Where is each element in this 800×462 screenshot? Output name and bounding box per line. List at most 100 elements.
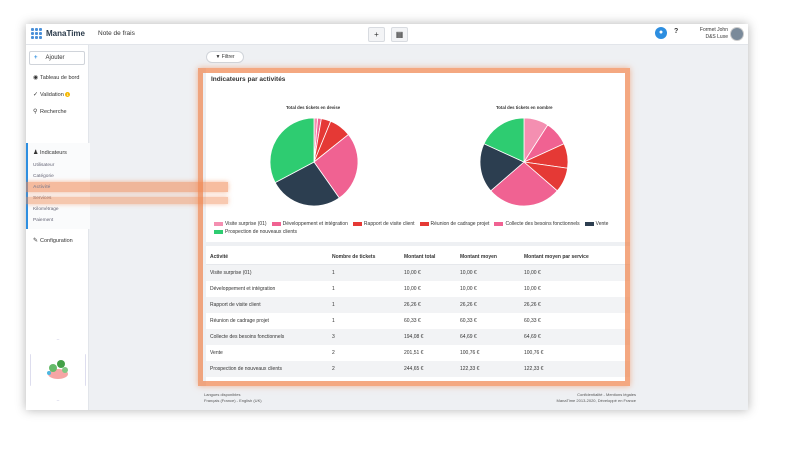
sidebar-item-validation[interactable]: ✓ Validation 1 — [33, 92, 71, 98]
user-company: D&S Luxe — [705, 34, 728, 40]
sidebar: + Ajouter ◉ Tableau de bord ✓ Validation 1 … — [26, 45, 90, 410]
legend-swatch — [584, 221, 594, 226]
plant-hand-icon — [47, 360, 68, 379]
table-cell: 3 — [328, 329, 400, 345]
col-activite[interactable]: Activité — [206, 250, 328, 265]
table-header-row: Activité Nombre de tickets Montant total… — [206, 250, 630, 265]
sidebar-item-dashboard[interactable]: ◉ Tableau de bord — [33, 75, 80, 81]
pie-slice[interactable] — [490, 161, 558, 207]
subitem-services[interactable]: Services — [33, 196, 52, 201]
apps-grid-icon[interactable] — [31, 28, 42, 39]
subitem-kilometrage[interactable]: Kilométrage — [33, 207, 59, 212]
col-montant-moyen[interactable]: Montant moyen — [456, 250, 520, 265]
table-cell: 2 — [332, 350, 335, 356]
col-montant-moyen-service[interactable]: Montant moyen par service — [520, 250, 630, 265]
search-icon: ⚲ — [33, 109, 38, 115]
chart2-title: Total des tickets en nombre — [496, 105, 553, 110]
table-cell: Visite surprise (01) — [206, 264, 328, 281]
subitem-paiement[interactable]: Paiement — [33, 218, 54, 223]
footer-languages-title: Langues disponibles — [204, 392, 241, 397]
footer-languages-list[interactable]: Français (France) - English (UK) — [204, 398, 262, 403]
indicators-panel: Indicateurs par activités Total des tick… — [206, 68, 630, 386]
legend-swatch — [214, 229, 223, 234]
table-cell: 122,33 € — [520, 361, 630, 377]
legend-label: Visite surprise (01) — [225, 221, 267, 227]
table-cell: 1 — [328, 264, 400, 281]
sidebar-item-configuration[interactable]: ✎ Configuration — [33, 238, 73, 244]
table-cell: 10,00 € — [524, 286, 541, 292]
subitem-categorie[interactable]: Catégorie — [33, 174, 54, 179]
filter-icon: ▼ — [215, 54, 222, 60]
table-row[interactable]: Vente 2 201,51 € 100,76 € 100,76 € — [206, 345, 630, 361]
legend-label: Développement et intégration — [282, 221, 348, 227]
palette-icon: ◉ — [33, 75, 39, 81]
table-cell: 244,65 € — [400, 361, 456, 377]
legend-swatch — [214, 221, 223, 226]
table-row[interactable]: Visite surprise (01) 1 10,00 €10,00 €10,00… — [206, 264, 630, 281]
legend-swatch — [494, 221, 504, 226]
pie-slice[interactable] — [313, 133, 359, 199]
legend-swatch — [419, 221, 429, 226]
top-bar: ManaTime Note de frais + ▦ ● ? Formet Jo… — [26, 24, 748, 45]
pie-slice[interactable] — [274, 161, 340, 207]
avatar[interactable] — [730, 27, 744, 41]
wrench-icon: ✎ — [33, 238, 39, 244]
divider — [206, 242, 630, 246]
table-cell: 26,26 € — [456, 297, 520, 313]
legend-label: Vente — [595, 221, 609, 227]
add-button[interactable]: + Ajouter — [29, 51, 85, 65]
table-cell: 64,69 € — [456, 329, 520, 345]
sidebar-item-indicators[interactable]: ♟ Indicateurs — [33, 150, 67, 156]
table-cell: Développement et intégration — [210, 286, 276, 292]
legend-item[interactable]: Rapport de visite client — [352, 220, 415, 228]
illustration-logo — [30, 339, 86, 401]
subitem-utilisateur[interactable]: Utilisateur — [33, 163, 55, 168]
table-cell: 26,26 € — [400, 297, 456, 313]
table-row[interactable]: Réunion de cadrage projet 1 60,33 € 60,33 €… — [206, 313, 630, 329]
col-nombre[interactable]: Nombre de tickets — [328, 250, 400, 265]
legend-label: Réunion de cadrage projet — [430, 221, 490, 227]
legend-item[interactable]: Prospection de nouveaux clients — [214, 228, 297, 236]
pie-chart-devise — [269, 117, 359, 207]
col-montant-total[interactable]: Montant total — [400, 250, 456, 265]
legend-item[interactable]: Développement et intégration — [271, 220, 348, 228]
validation-badge: 1 — [65, 92, 71, 98]
table-cell: 10,00 € — [400, 264, 456, 281]
calendar-icon[interactable]: ▦ — [391, 27, 408, 42]
table-row[interactable]: Collecte des besoins fonctionnels 3 194,08… — [206, 329, 630, 345]
filter-button[interactable]: ▼ Filtrer — [206, 51, 244, 63]
legend-item[interactable]: Vente — [584, 220, 609, 228]
activity-table: Activité Nombre de tickets Montant total… — [206, 250, 630, 377]
highlight-frame — [198, 68, 630, 386]
table-row[interactable]: Prospection de nouveaux clients 2 244,65 €… — [206, 361, 630, 377]
legend-item[interactable]: Réunion de cadrage projet — [419, 220, 490, 228]
footer-legal-links[interactable]: Confidentialité - Mentions légales — [577, 392, 636, 397]
table-cell: 194,08 € — [400, 329, 456, 345]
table-cell: Collecte des besoins fonctionnels — [206, 329, 328, 345]
table-cell: 201,51 € — [404, 350, 424, 356]
legend-item[interactable]: Visite surprise (01) — [214, 220, 267, 228]
pie-chart-nombre — [479, 117, 569, 207]
pie-slice[interactable] — [483, 117, 525, 163]
footer-copyright: ManaTime 2013-2020, Développé en France — [556, 398, 636, 403]
panel-title: Indicateurs par activités — [211, 76, 286, 83]
table-cell: 10,00 € — [460, 286, 477, 292]
table-row[interactable]: Rapport de visite client 1 26,26 €26,26 €2… — [206, 297, 630, 313]
table-row[interactable]: Développement et intégration 1 10,00 € 10,0… — [206, 281, 630, 297]
user-icon[interactable]: ● — [655, 27, 667, 39]
users-icon: ♟ — [33, 150, 39, 156]
legend-item[interactable]: Collecte des besoins fonctionnels — [494, 220, 580, 228]
pie-slice[interactable] — [479, 143, 525, 192]
add-icon[interactable]: + — [368, 27, 385, 42]
plus-icon: + — [34, 55, 38, 61]
sidebar-item-search[interactable]: ⚲ Recherche — [33, 109, 67, 115]
table-cell: 100,76 € — [524, 350, 544, 356]
table-cell: Réunion de cadrage projet — [210, 318, 269, 324]
user-name: Formet John — [699, 27, 728, 33]
table-cell: 1 — [332, 286, 335, 292]
user-info[interactable]: Formet John D&S Luxe — [692, 27, 728, 41]
pie-slice[interactable] — [269, 117, 315, 184]
legend-swatch — [352, 221, 362, 226]
help-icon[interactable]: ? — [674, 28, 679, 35]
table-cell: 1 — [332, 318, 335, 324]
